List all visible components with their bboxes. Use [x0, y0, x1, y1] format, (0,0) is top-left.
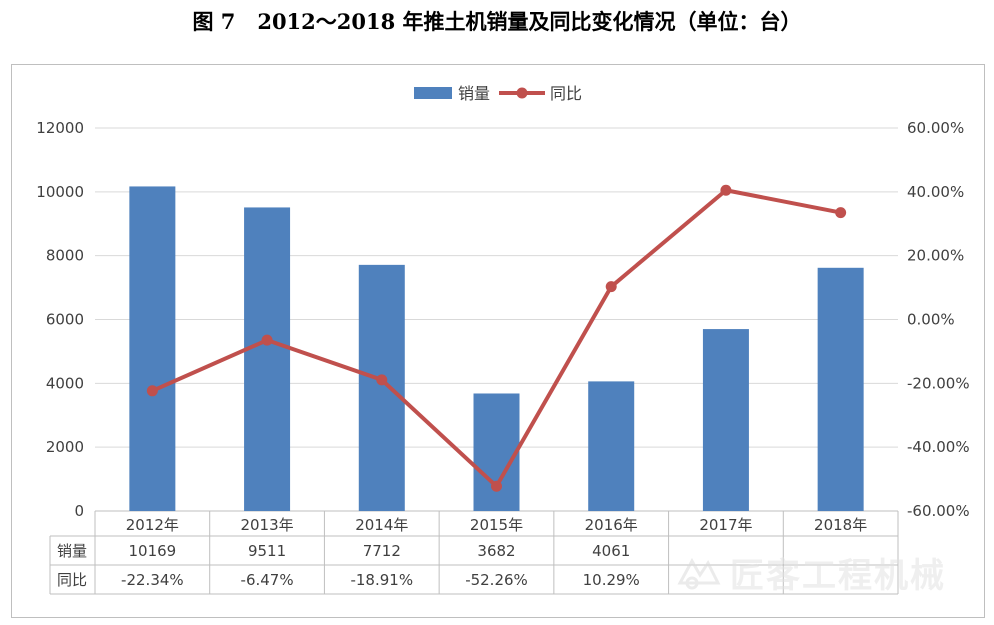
line-point [720, 184, 732, 196]
y-right-tick-label: 0.00% [907, 311, 955, 329]
y-left-tick-label: 6000 [46, 311, 84, 329]
y-right-tick-label: -20.00% [907, 374, 970, 392]
watermark-text: 匠客工程机械 [730, 556, 946, 596]
logo-icon [677, 557, 721, 589]
bar [702, 329, 749, 511]
chart-frame [11, 64, 985, 618]
bar [817, 267, 864, 511]
y-left-tick-label: 10000 [36, 183, 84, 201]
bar [129, 186, 176, 511]
table-cell: -6.47% [241, 571, 294, 589]
bar [244, 207, 291, 511]
line-point [491, 480, 502, 492]
table-cell: -22.34% [121, 571, 184, 589]
table-cell: 3682 [477, 542, 515, 560]
table-row-label: 同比 [57, 571, 87, 589]
table-cell: -18.91% [350, 571, 413, 589]
y-right-tick-label: -40.00% [907, 438, 970, 456]
y-right-tick-label: 40.00% [907, 183, 964, 201]
y-left-tick-label: 12000 [36, 119, 84, 137]
y-right-tick-label: -60.00% [907, 502, 970, 520]
x-tick-label: 2015年 [470, 516, 523, 534]
x-tick-label: 2014年 [355, 516, 408, 534]
x-tick-label: 2012年 [126, 516, 179, 534]
figure-label: 图 7 [192, 9, 236, 34]
table-cell: -52.26% [465, 571, 528, 589]
y-right-tick-label: 60.00% [907, 119, 964, 137]
line-point [605, 281, 617, 293]
y-left-tick-label: 4000 [46, 374, 84, 392]
y-left-tick-label: 0 [74, 502, 84, 520]
y-right-tick-label: 20.00% [907, 247, 964, 265]
legend-marker [516, 87, 528, 99]
line-point [146, 385, 158, 397]
x-tick-label: 2013年 [240, 516, 293, 534]
line-point [376, 374, 388, 386]
table-cell: 10.29% [583, 571, 640, 589]
line-point [835, 207, 847, 219]
table-cell: 4061 [592, 542, 630, 560]
figure-title: 图 7 2012～2018 年推土机销量及同比变化情况（单位：台） [0, 6, 994, 36]
table-cell: 7712 [363, 542, 401, 560]
line-point [261, 334, 273, 346]
figure-title-text: 2012～2018 年推土机销量及同比变化情况（单位：台） [257, 9, 802, 34]
table-cell: 10169 [128, 542, 176, 560]
bar [358, 264, 405, 511]
x-tick-label: 2018年 [814, 516, 867, 534]
legend-label: 同比 [550, 84, 582, 103]
x-tick-label: 2017年 [699, 516, 752, 534]
watermark: 匠客工程机械 [672, 548, 946, 597]
bar [588, 381, 635, 511]
legend-swatch-bar [414, 87, 452, 99]
bar [473, 393, 520, 511]
y-left-tick-label: 2000 [46, 438, 84, 456]
y-left-tick-label: 8000 [46, 247, 84, 265]
x-tick-label: 2016年 [585, 516, 638, 534]
table-cell: 9511 [248, 542, 286, 560]
table-row-label: 销量 [57, 542, 87, 560]
legend-label: 销量 [458, 84, 490, 103]
